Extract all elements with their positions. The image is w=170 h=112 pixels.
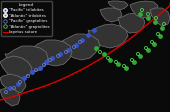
- Point: [79, 41, 81, 43]
- Point: [45, 61, 47, 63]
- Point: [147, 49, 149, 51]
- Point: [147, 17, 149, 19]
- Point: [75, 44, 77, 46]
- Point: [103, 53, 105, 55]
- Point: [67, 49, 69, 51]
- Point: [123, 65, 125, 67]
- Point: [95, 47, 97, 49]
- Point: [73, 46, 75, 48]
- Polygon shape: [150, 8, 170, 26]
- Point: [163, 23, 165, 25]
- Point: [115, 61, 117, 63]
- Polygon shape: [0, 56, 32, 78]
- Polygon shape: [130, 1, 158, 18]
- Polygon shape: [0, 74, 26, 94]
- Point: [31, 71, 33, 73]
- Point: [27, 75, 29, 77]
- Polygon shape: [30, 40, 72, 66]
- Point: [157, 33, 159, 35]
- Point: [131, 59, 133, 61]
- Legend: "Pacific" trilobites, "Atlantic" trilobites, "Pacific" graptolites, "Atlantic" g: "Pacific" trilobites, "Atlantic" trilobi…: [1, 1, 52, 36]
- Polygon shape: [108, 1, 128, 10]
- Point: [145, 47, 147, 49]
- Point: [5, 91, 7, 93]
- Point: [154, 21, 156, 23]
- Point: [35, 69, 37, 71]
- Point: [39, 67, 41, 69]
- Point: [57, 55, 59, 57]
- Point: [99, 51, 101, 53]
- Point: [81, 39, 83, 41]
- Point: [125, 67, 127, 69]
- Polygon shape: [0, 88, 20, 106]
- Point: [49, 59, 51, 61]
- Polygon shape: [88, 24, 128, 48]
- Point: [13, 87, 15, 89]
- Point: [17, 83, 19, 85]
- Point: [133, 61, 135, 63]
- Point: [107, 57, 109, 59]
- Point: [9, 87, 11, 89]
- Point: [51, 57, 53, 59]
- Point: [139, 55, 141, 57]
- Point: [159, 35, 161, 37]
- Point: [109, 59, 111, 61]
- Point: [141, 9, 143, 11]
- Point: [23, 77, 25, 79]
- Point: [139, 13, 141, 15]
- Point: [151, 41, 153, 43]
- Point: [155, 17, 157, 19]
- Point: [147, 13, 149, 15]
- Point: [43, 64, 45, 66]
- Point: [137, 53, 139, 55]
- Polygon shape: [100, 8, 122, 22]
- Point: [117, 63, 119, 65]
- Point: [65, 51, 67, 53]
- Point: [87, 34, 89, 36]
- Polygon shape: [5, 46, 48, 72]
- Polygon shape: [118, 13, 145, 33]
- Point: [153, 43, 155, 45]
- Point: [161, 27, 163, 29]
- Point: [59, 53, 61, 55]
- Point: [19, 81, 21, 83]
- Point: [93, 29, 95, 31]
- Polygon shape: [60, 34, 100, 60]
